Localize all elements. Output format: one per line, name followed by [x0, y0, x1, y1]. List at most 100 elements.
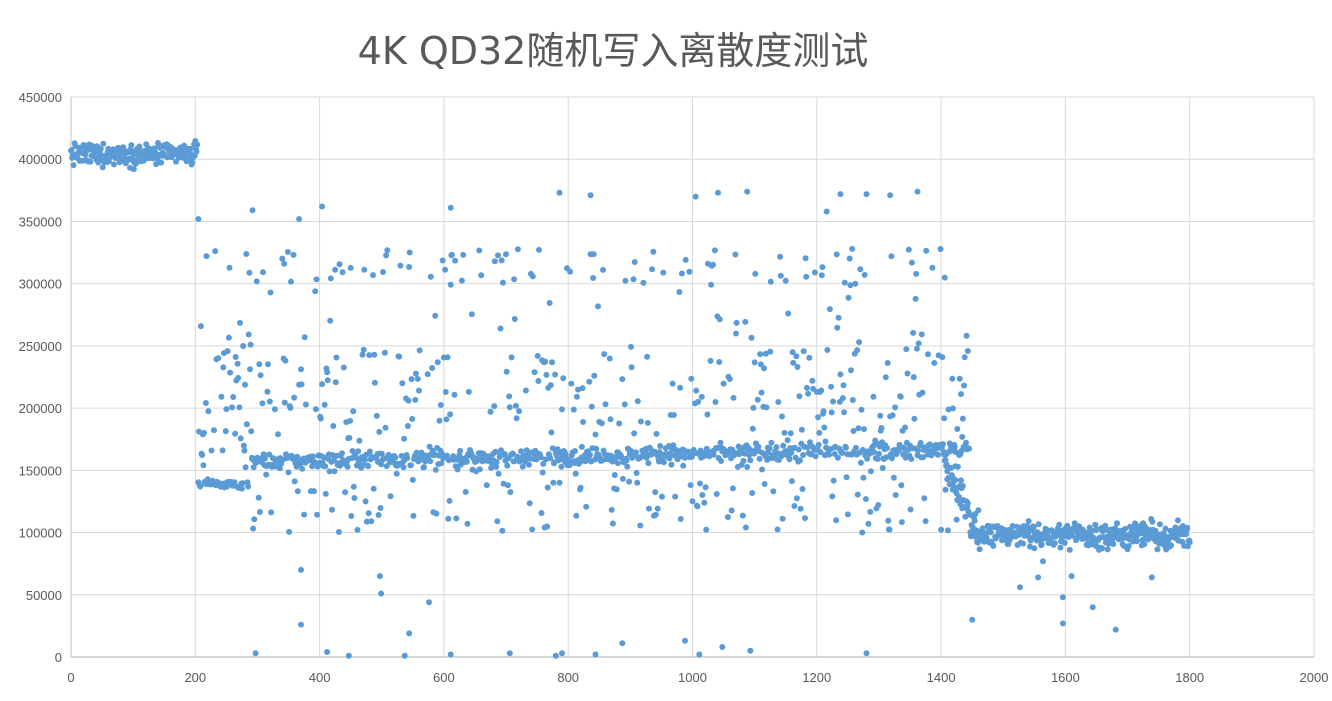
data-point	[255, 494, 262, 501]
data-point	[332, 379, 339, 386]
data-point	[361, 266, 368, 273]
data-point	[590, 251, 597, 258]
data-point	[670, 412, 677, 418]
data-point	[296, 216, 303, 222]
data-point	[483, 482, 490, 489]
data-point	[447, 204, 454, 211]
data-point	[546, 300, 553, 306]
data-point	[538, 510, 545, 516]
data-point	[370, 485, 377, 492]
data-point	[963, 439, 969, 446]
data-point	[657, 443, 664, 449]
data-point	[360, 462, 367, 469]
data-point	[628, 343, 634, 350]
y-tick-label: 450000	[19, 90, 62, 105]
data-point	[271, 406, 278, 413]
data-point	[749, 425, 756, 432]
data-point	[464, 520, 471, 527]
data-point	[913, 270, 920, 277]
data-point	[666, 455, 673, 462]
data-point	[710, 451, 717, 458]
data-point	[812, 453, 819, 460]
data-point	[757, 351, 764, 358]
data-point	[818, 272, 825, 279]
axes	[70, 97, 1314, 658]
data-point	[223, 406, 230, 413]
data-point	[799, 486, 806, 492]
data-point	[1112, 626, 1119, 633]
data-point	[587, 451, 593, 458]
data-point	[556, 479, 563, 486]
data-point	[447, 411, 454, 418]
data-point	[232, 430, 239, 437]
data-point	[413, 449, 420, 456]
data-point	[951, 444, 958, 450]
data-point	[572, 470, 579, 477]
data-point	[220, 364, 227, 371]
data-point	[559, 650, 565, 657]
data-point	[215, 355, 222, 362]
data-point	[494, 518, 501, 525]
data-point	[354, 526, 361, 533]
x-tick-label: 600	[433, 670, 455, 685]
data-point	[447, 651, 454, 658]
data-point	[302, 401, 309, 408]
data-point	[392, 454, 399, 461]
data-point	[70, 162, 77, 169]
data-point	[229, 404, 235, 411]
data-point	[506, 393, 513, 400]
data-point	[811, 269, 818, 276]
data-point	[1168, 542, 1175, 549]
data-point	[401, 435, 408, 442]
data-point	[282, 357, 289, 364]
data-point	[558, 463, 565, 470]
data-point	[929, 264, 936, 271]
data-point	[543, 371, 550, 378]
data-point	[624, 463, 631, 470]
data-point	[780, 442, 787, 449]
data-point	[350, 483, 357, 490]
data-point	[640, 279, 647, 286]
data-point	[1156, 521, 1163, 528]
data-point	[245, 331, 252, 338]
data-point	[875, 502, 882, 508]
data-point	[854, 491, 861, 498]
data-point	[798, 426, 805, 433]
data-point	[1089, 604, 1096, 611]
data-point	[210, 427, 217, 434]
data-point	[1165, 536, 1172, 543]
data-point	[242, 464, 249, 471]
data-point	[1133, 538, 1140, 545]
data-point	[822, 438, 829, 445]
data-point	[556, 189, 563, 196]
data-point	[487, 408, 494, 415]
data-point	[404, 423, 411, 429]
data-point	[400, 464, 407, 471]
data-point	[577, 484, 584, 491]
x-tick-label: 2000	[1300, 670, 1329, 685]
data-point	[406, 630, 413, 637]
data-point	[1025, 518, 1032, 525]
data-point	[942, 486, 949, 493]
data-point	[1092, 521, 1099, 528]
data-point	[747, 647, 754, 654]
data-point	[363, 518, 370, 525]
data-point	[853, 444, 859, 451]
data-point	[852, 280, 859, 287]
data-point	[716, 359, 723, 365]
data-point	[1148, 574, 1155, 581]
data-point	[707, 357, 714, 364]
data-point	[668, 461, 675, 468]
data-point	[849, 397, 856, 403]
data-point	[375, 512, 382, 518]
data-point	[634, 479, 641, 486]
data-point	[332, 266, 339, 273]
data-point	[250, 464, 257, 471]
data-point	[848, 367, 854, 374]
data-point	[858, 406, 865, 413]
data-point	[311, 488, 317, 495]
data-point	[645, 460, 652, 467]
data-point	[767, 278, 774, 285]
data-point	[457, 447, 464, 454]
